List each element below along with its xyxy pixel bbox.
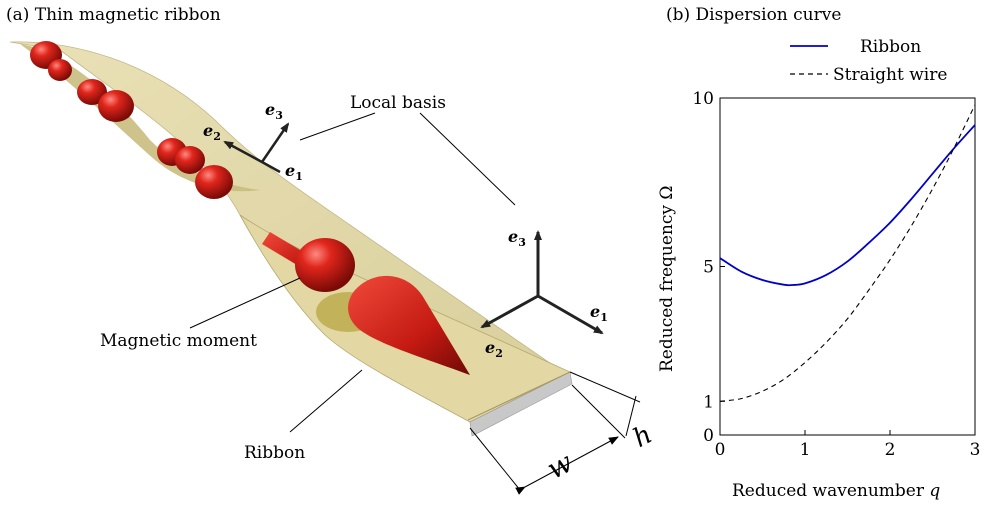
legend-ribbon-label: Ribbon: [860, 37, 921, 57]
panel-a-title: (a) Thin magnetic ribbon: [6, 5, 221, 25]
legend-wire-label: Straight wire: [833, 65, 947, 85]
e1-label-large: e1: [590, 302, 608, 324]
axes: [719, 97, 976, 436]
ribbon-twist-flap: [20, 44, 260, 192]
local-basis-label: Local basis: [350, 93, 446, 113]
legend: Ribbon Straight wire: [790, 37, 947, 85]
moment-ball: [195, 165, 233, 199]
width-dimension: [515, 436, 619, 495]
width-label: w: [541, 445, 578, 485]
height-extension-top: [569, 371, 641, 403]
panel-b: (b) Dispersion curve Ribbon Straight wir…: [657, 5, 980, 501]
y-tick-label: 10: [692, 89, 714, 109]
local-basis-leader-right: [419, 112, 516, 206]
e1-label-small: e1: [285, 161, 303, 183]
local-basis-large: [480, 230, 604, 335]
e3-label-small: e3: [265, 100, 283, 122]
panel-a: (a) Thin magnetic ribbon: [6, 5, 657, 495]
e1-arrow-large: [537, 294, 604, 335]
e2-arrow-small: [223, 140, 263, 164]
dimension-lines: [469, 371, 641, 495]
moment-ball: [175, 146, 205, 174]
local-basis-leader-left: [299, 112, 376, 141]
moment-ball-large: [295, 238, 355, 292]
e2-label-small: e2: [203, 121, 221, 143]
magnetic-moments: [30, 41, 470, 375]
e1-arrow-small: [261, 160, 281, 174]
plot-frame: [719, 97, 976, 436]
series-ribbon-line: [719, 124, 976, 287]
ribbon-end-top: [467, 371, 571, 421]
moment-ball: [48, 59, 72, 81]
e2-arrow-large: [480, 294, 539, 329]
y-tick-label: 5: [703, 258, 714, 278]
series-layer: [719, 104, 976, 402]
e2-label-large: e2: [485, 338, 503, 360]
x-tick-label: 1: [800, 440, 811, 460]
leader-lines: [189, 112, 516, 433]
height-dimension: [625, 395, 637, 437]
moment-ball: [98, 90, 134, 122]
y-axis-label: Reduced frequency Ω: [657, 185, 677, 372]
moment-ball: [77, 79, 107, 105]
ribbon-end-face: [469, 371, 573, 437]
width-extension-left: [469, 427, 521, 491]
thickness-label: h: [628, 420, 657, 454]
e3-label-large: e3: [508, 227, 526, 249]
width-extension-right: [571, 384, 626, 439]
series-straight-wire-line: [719, 104, 976, 402]
ribbon-label: Ribbon: [244, 443, 305, 463]
ribbon-leader: [289, 369, 363, 433]
x-axis-label: Reduced wavenumber q: [732, 481, 940, 501]
x-tick-label: 2: [885, 440, 896, 460]
y-tick-label: 1: [703, 392, 714, 412]
e3-arrow-small: [260, 122, 290, 163]
ticks: 0 1 2 3 0 1 5 10: [692, 89, 980, 460]
local-basis-small: [223, 122, 290, 174]
x-tick-label: 3: [970, 440, 981, 460]
panel-b-title: (b) Dispersion curve: [666, 5, 841, 25]
y-tick-label: 0: [703, 426, 714, 446]
magnetic-moment-leader: [189, 277, 301, 329]
x-tick-label: 0: [715, 440, 726, 460]
moment-cone: [348, 275, 470, 375]
magnetic-moment-label: Magnetic moment: [100, 331, 257, 351]
